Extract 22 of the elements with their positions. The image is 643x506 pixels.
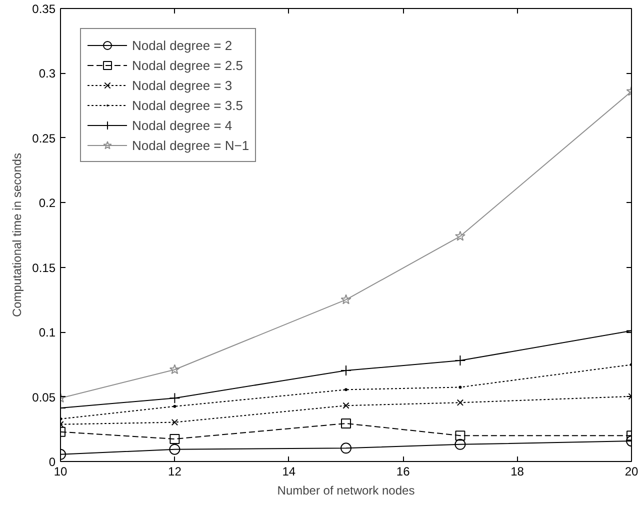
legend-label: Nodal degree = 4 bbox=[132, 118, 232, 132]
x-tick-label: 10 bbox=[54, 464, 68, 478]
x-axis-title: Number of network nodes bbox=[277, 484, 415, 498]
x-tick-label: 12 bbox=[168, 464, 182, 478]
x-tick-label: 14 bbox=[282, 464, 296, 478]
legend-label: Nodal degree = 3.5 bbox=[132, 98, 243, 112]
y-tick-label: 0.3 bbox=[38, 66, 56, 81]
y-tick-label: 0.35 bbox=[32, 2, 56, 16]
y-tick-label: 0.1 bbox=[38, 326, 56, 340]
y-tick-label: 0.25 bbox=[32, 131, 56, 146]
legend-label: Nodal degree = 3 bbox=[132, 78, 232, 92]
legend-label: Nodal degree = 2.5 bbox=[132, 58, 243, 72]
y-axis-title: Computational time in seconds bbox=[10, 152, 24, 318]
legend-label: Nodal degree = 2 bbox=[132, 38, 232, 52]
x-tick-label: 16 bbox=[396, 464, 410, 478]
legend-label: Nodal degree = N−1 bbox=[132, 138, 250, 152]
y-tick-label: 0.15 bbox=[32, 260, 56, 275]
y-tick-label: 0.2 bbox=[38, 196, 56, 210]
x-tick-label: 18 bbox=[510, 464, 524, 478]
y-tick-label: 0.05 bbox=[32, 390, 56, 404]
y-tick-label: 0 bbox=[48, 455, 56, 469]
x-tick-label: 20 bbox=[624, 464, 638, 478]
